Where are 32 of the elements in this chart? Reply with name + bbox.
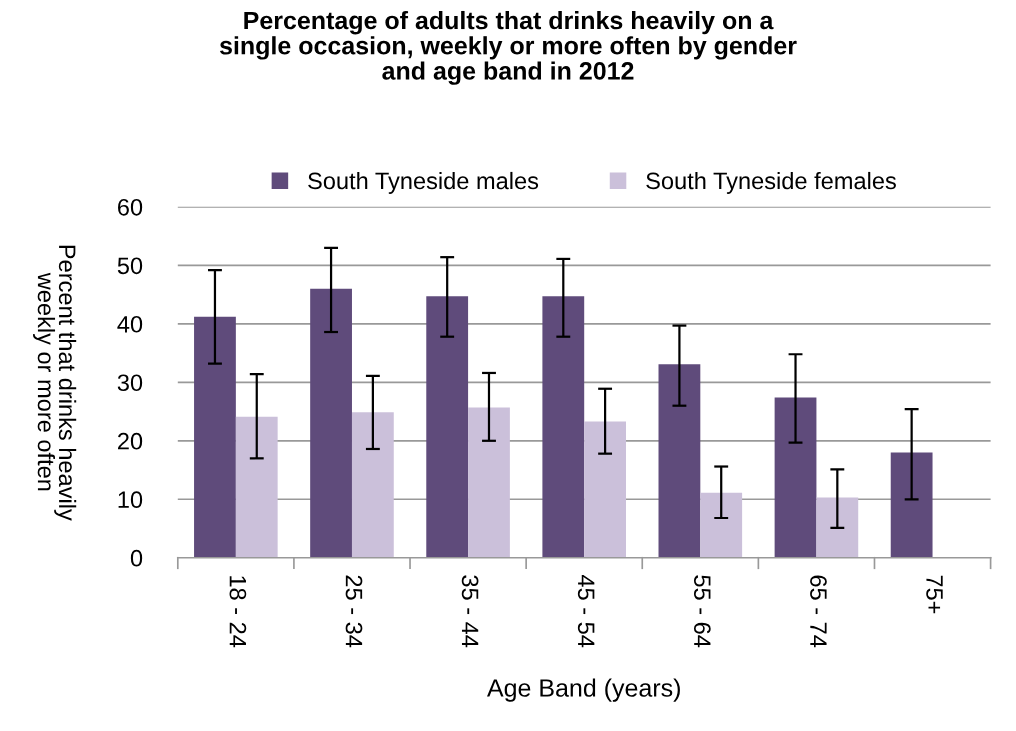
bar: [890, 452, 933, 558]
y-axis-title: Percent that drinks heavily weekly or more often: [33, 245, 77, 521]
x-tick-label: 55 - 64: [693, 575, 711, 648]
x-axis-title: Age Band (years): [486, 678, 680, 702]
bar: [542, 296, 585, 558]
bar: [584, 421, 626, 558]
x-tick-label: 18 - 24: [229, 576, 247, 648]
bar: [816, 497, 859, 558]
x-tick-label: 25 - 34: [345, 575, 363, 648]
y-tick-label: 50: [117, 257, 143, 275]
bar: [310, 288, 352, 558]
bar: [426, 296, 469, 558]
bar: [774, 397, 817, 558]
y-tick-label: 30: [117, 374, 143, 392]
y-tick-label: 20: [118, 432, 143, 450]
x-tick-label: 45 - 54: [577, 574, 595, 648]
bar: [351, 412, 394, 558]
legend-label: South Tyneside males: [308, 171, 539, 194]
chart-title: Percentage of adults that drinks heavily on a single occasion, weekly or more often by gender and age band in 2012: [219, 10, 797, 85]
x-tick-label: 75+: [926, 575, 943, 614]
y-tick-label: 10: [118, 491, 143, 509]
bar: [468, 407, 510, 558]
bar: [700, 492, 743, 558]
x-tick-label: 65 - 74: [810, 575, 827, 648]
bar: [658, 364, 701, 558]
y-tick-label: 60: [118, 198, 143, 216]
bar: [194, 316, 236, 558]
legend-label: South Tyneside females: [646, 171, 896, 194]
bar: [235, 416, 278, 558]
x-tick-label: 35 - 44: [461, 575, 479, 648]
y-tick-label: 0: [130, 549, 143, 567]
y-tick-label: 40: [117, 315, 143, 333]
